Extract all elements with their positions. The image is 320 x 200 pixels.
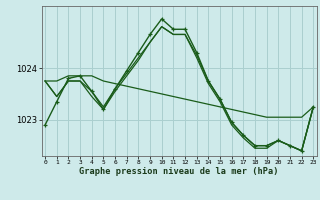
X-axis label: Graphe pression niveau de la mer (hPa): Graphe pression niveau de la mer (hPa) <box>79 167 279 176</box>
